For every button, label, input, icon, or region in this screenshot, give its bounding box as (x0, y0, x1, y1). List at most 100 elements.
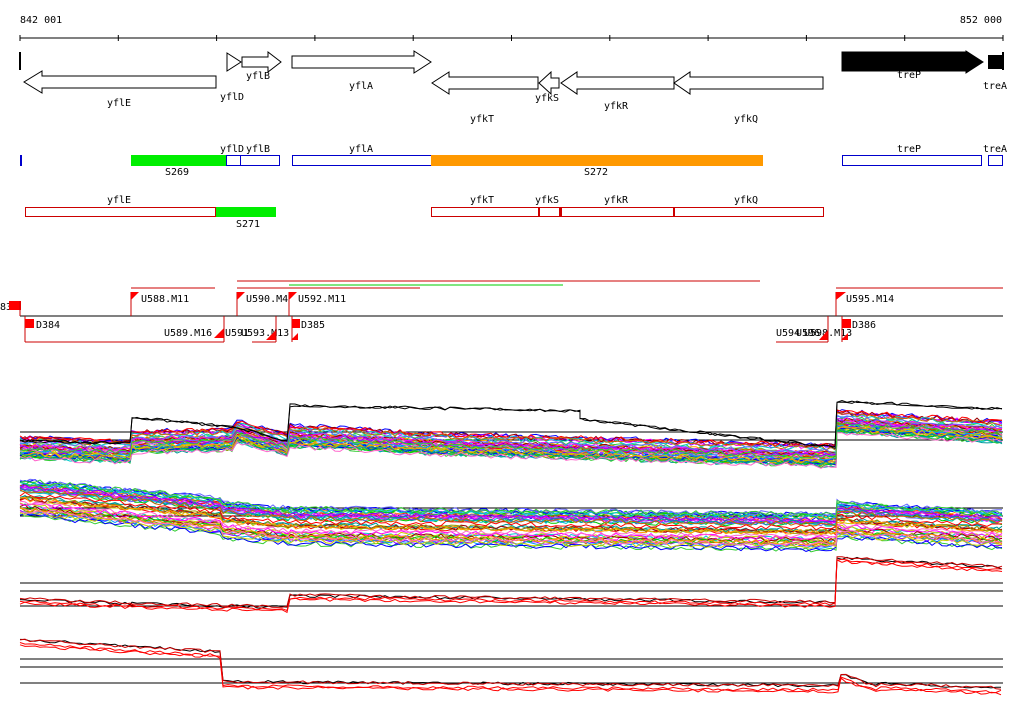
site-flag-D385b (291, 333, 298, 340)
minus-label-yfkS: yfkS (535, 195, 559, 206)
site-label-D385: D385 (301, 320, 325, 331)
plus-box-treA[interactable] (988, 155, 1003, 166)
expression-profile-line (19, 556, 1003, 608)
expression-profile-line (19, 510, 1003, 547)
expression-profile-line (19, 414, 1003, 454)
site-flag-U598[interactable] (819, 330, 828, 340)
ruler-end-label: 852 000 (960, 15, 1002, 26)
gene-arrow-yflA[interactable] (291, 50, 432, 74)
minus-label-yfkR: yfkR (604, 195, 629, 206)
expression-profile-line (19, 638, 1002, 690)
minus-box-yflE[interactable] (25, 207, 216, 217)
plus-box-yflB[interactable] (240, 155, 280, 166)
gene-label-yflB: yflB (246, 71, 270, 82)
segment-label-S269: S269 (165, 167, 189, 178)
segment-S272[interactable] (431, 155, 763, 166)
gene-arrow-treA[interactable] (988, 55, 1003, 69)
expression-panel-plus-all (19, 399, 1003, 469)
site-marker-edge[interactable] (9, 301, 21, 310)
gene-label-treP: treP (897, 70, 921, 81)
site-flag-U595[interactable] (836, 292, 846, 300)
expression-profile-line (19, 644, 1002, 696)
plus-edge-mark (20, 155, 22, 166)
plus-label-treP: treP (897, 144, 921, 155)
site-flag-U589[interactable] (214, 328, 224, 338)
gene-label-treA: treA (983, 81, 1007, 92)
site-label-U592: U592.M11 (298, 294, 346, 305)
plus-label-yflD: yflD (220, 144, 244, 155)
expression-profile-line (19, 487, 1003, 527)
plus-box-yflA[interactable] (292, 155, 432, 166)
plus-strand-track: S269 yflD yflB yflA S272 treP treA (20, 144, 1007, 178)
site-flag-U588[interactable] (131, 292, 139, 300)
minus-label-yfkQ: yfkQ (734, 195, 758, 206)
gene-arrow-treP[interactable] (841, 50, 984, 74)
expression-profile-line (19, 479, 1003, 518)
site-label-U590: U590.M4 (246, 294, 288, 305)
coordinate-ruler: 842 001 852 000 (19, 15, 1004, 41)
site-flag-U592[interactable] (289, 292, 297, 300)
segment-S269[interactable] (131, 155, 226, 166)
segment-label-S271: S271 (236, 219, 260, 230)
gene-arrow-yflB[interactable] (241, 50, 282, 74)
site-label-U588: U588.M11 (141, 294, 189, 305)
minus-box-yfkR[interactable] (561, 207, 674, 217)
plus-label-yflA: yflA (349, 144, 373, 155)
minus-label-yfkT: yfkT (470, 195, 494, 206)
minus-edge-mark (559, 207, 561, 217)
site-flag-D386b (841, 333, 848, 340)
gene-arrow-yflD[interactable] (226, 52, 242, 72)
site-marker-D384[interactable] (25, 319, 34, 328)
gene-label-yfkT: yfkT (470, 114, 494, 125)
expression-profile-line (19, 496, 1003, 536)
expression-profile-line (19, 559, 1003, 614)
minus-box-yfkQ[interactable] (674, 207, 824, 217)
site-label-U595: U595.M14 (846, 294, 894, 305)
segment-S271[interactable] (216, 207, 276, 217)
site-label-U596: U596 (796, 328, 820, 339)
gene-arrow-yflE[interactable] (23, 70, 217, 94)
site-marker-D386[interactable] (842, 319, 851, 328)
minus-strand-track: yflE S271 yfkT yfkS yfkR yfkQ (25, 195, 824, 230)
site-annotation-track: 83 U588.M11 U590.M4 U592.M11 U595.M14 D3… (0, 280, 1003, 343)
plus-box-treP[interactable] (842, 155, 982, 166)
gene-arrow-yfkQ[interactable] (673, 71, 824, 95)
site-label-D384: D384 (36, 320, 60, 331)
gene-arrow-yfkT[interactable] (431, 71, 539, 95)
ruler-ticks (19, 35, 1004, 41)
gene-label-yfkR: yfkR (604, 101, 629, 112)
expression-profile-line (19, 421, 1003, 460)
site-label-U589: U589.M16 (164, 328, 212, 339)
gene-arrow-yfkS[interactable] (538, 70, 560, 96)
gene-label-yflA: yflA (349, 81, 373, 92)
expression-panel-plus-selected (19, 556, 1003, 614)
expression-profile-line (19, 489, 1003, 527)
expression-panel-minus-selected (19, 638, 1003, 696)
site-label-U594: U594 (776, 328, 800, 339)
expression-profile-line (19, 558, 1003, 612)
gene-label-yfkQ: yfkQ (734, 114, 758, 125)
minus-label-yflE: yflE (107, 195, 131, 206)
expression-profile-line (19, 399, 1003, 448)
expression-panel-minus-all (19, 478, 1003, 553)
plus-box-yflD[interactable] (226, 155, 241, 166)
segment-label-S272: S272 (584, 167, 608, 178)
minus-box-yfkT[interactable] (431, 207, 539, 217)
site-label-D386: D386 (852, 320, 876, 331)
site-label-U591: U591 (225, 328, 249, 339)
ruler-start-label: 842 001 (20, 15, 62, 26)
site-label-U593: U593.M13 (241, 328, 289, 339)
expression-profile-line (19, 642, 1002, 694)
site-marker-D385[interactable] (292, 319, 300, 328)
gene-annotation-track: yflE yflD yflB yflA yfkT yfkS yfkR yfkQ … (19, 50, 1007, 125)
plus-label-yflB: yflB (246, 144, 270, 155)
gene-label-yflE: yflE (107, 98, 131, 109)
minus-box-yfkS[interactable] (539, 207, 560, 217)
gene-label-yfkS: yfkS (535, 93, 559, 104)
site-label-edge: 83 (0, 302, 12, 313)
expression-profile-line (19, 638, 1001, 689)
gene-arrow-yfkR[interactable] (560, 71, 675, 95)
site-flag-U593[interactable] (266, 330, 276, 340)
site-flag-U590[interactable] (237, 292, 245, 300)
